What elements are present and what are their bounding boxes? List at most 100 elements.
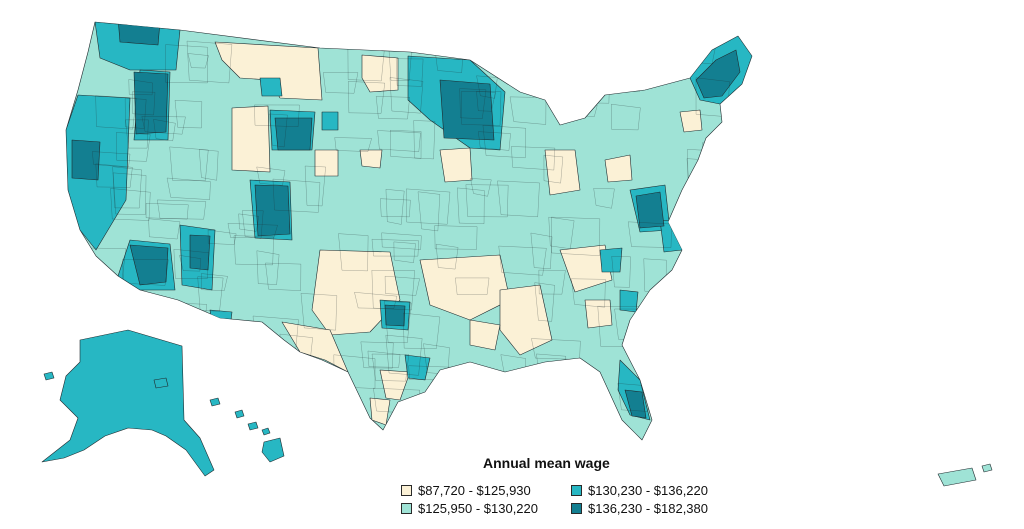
region-border-line — [199, 149, 219, 181]
region-border-line — [112, 166, 142, 209]
region-border-line — [145, 203, 189, 220]
region-border-line — [360, 341, 394, 369]
region-border-line — [384, 300, 412, 343]
legend-label-tier2: $125,950 - $130,220 — [418, 501, 538, 516]
region-border-line — [122, 259, 169, 286]
legend-swatch-tier3 — [571, 485, 582, 496]
region-border-line — [611, 104, 641, 131]
legend-swatch-tier4 — [571, 503, 582, 514]
alaska-shape — [41, 329, 215, 477]
region-border-line — [587, 45, 631, 72]
low-wage-region — [281, 321, 349, 373]
region-border-line — [377, 130, 421, 152]
low-wage-region — [314, 149, 339, 177]
region-border-line — [334, 137, 372, 152]
alaska-islands — [43, 371, 221, 407]
region-border-line — [393, 241, 416, 263]
region-border-line — [354, 292, 398, 309]
region-border-line — [179, 255, 202, 272]
high-wage-region — [274, 117, 313, 151]
region-border-line — [530, 232, 553, 270]
low-wage-region — [231, 105, 271, 173]
region-border-line — [95, 95, 137, 130]
region-border-line — [470, 178, 492, 197]
region-border-line — [461, 91, 502, 126]
low-wage-region — [604, 154, 633, 183]
region-border-line — [459, 88, 487, 119]
region-border-line — [197, 276, 224, 312]
low-wage-region — [469, 319, 501, 351]
region-border-line — [300, 293, 338, 331]
region-border-line — [413, 120, 436, 160]
region-border-line — [256, 374, 295, 417]
region-border-line — [92, 151, 131, 168]
region-border-line — [627, 221, 672, 248]
region-border-line — [207, 229, 237, 245]
region-border-line — [505, 40, 540, 66]
region-border-line — [187, 53, 209, 69]
region-border-line — [623, 51, 643, 92]
legend-label-tier4: $136,230 - $182,380 — [588, 501, 708, 516]
region-border-line — [188, 326, 226, 358]
region-border-line — [272, 178, 321, 213]
region-border-line — [227, 223, 278, 238]
region-border-line — [304, 165, 326, 207]
region-border-line — [406, 188, 451, 225]
mid-high-wage-region — [321, 111, 339, 131]
region-border-line — [707, 226, 738, 247]
high-wage-region — [117, 22, 161, 46]
low-wage-region — [419, 254, 511, 321]
region-border-line — [338, 233, 369, 272]
region-border-line — [169, 146, 209, 181]
region-border-line — [256, 250, 280, 285]
region-border-line — [428, 396, 468, 434]
region-border-line — [380, 198, 411, 218]
high-wage-region — [71, 139, 101, 181]
region-border-line — [457, 187, 485, 224]
region-border-line — [189, 317, 232, 351]
legend-item-tier4: $136,230 - $182,380 — [571, 501, 708, 516]
region-border-line — [256, 166, 286, 186]
region-border-line — [141, 116, 186, 135]
legend-title: Annual mean wage — [483, 455, 610, 471]
region-border-line — [508, 40, 533, 73]
region-border-line — [646, 56, 687, 77]
region-border-line — [242, 210, 264, 239]
region-border-line — [186, 40, 233, 84]
region-border-line — [455, 277, 490, 295]
region-border-line — [538, 269, 566, 295]
region-border-line — [478, 131, 511, 151]
region-border-line — [661, 310, 685, 333]
region-border-line — [128, 79, 153, 96]
region-border-line — [465, 184, 509, 218]
region-border-line — [254, 104, 300, 127]
region-border-line — [381, 232, 422, 250]
region-border-line — [543, 154, 564, 184]
high-wage-region — [129, 244, 169, 286]
region-border-line — [132, 91, 156, 116]
region-border-line — [551, 216, 601, 256]
region-border-line — [148, 218, 181, 240]
low-wage-region — [544, 149, 581, 196]
region-border-line — [476, 75, 498, 99]
legend-item-tier3: $130,230 - $136,220 — [571, 483, 708, 498]
region-border-line — [435, 243, 459, 270]
mid-high-wage-region — [259, 77, 283, 97]
mid-high-wage-region — [599, 247, 623, 273]
region-border-line — [375, 96, 410, 120]
region-border-line — [434, 225, 478, 250]
region-border-line — [705, 393, 732, 410]
low-wage-region — [679, 109, 703, 133]
legend-swatch-tier1 — [401, 485, 412, 496]
region-border-line — [417, 191, 441, 232]
region-border-line — [617, 383, 649, 412]
legend-label-tier3: $130,230 - $136,220 — [588, 483, 708, 498]
legend-item-tier1: $87,720 - $125,930 — [401, 483, 531, 498]
legend-swatch-tier2 — [401, 503, 412, 514]
region-border-line — [323, 72, 359, 94]
region-border-line — [593, 188, 615, 209]
region-border-line — [482, 125, 526, 159]
region-border-line — [385, 334, 423, 376]
high-wage-region — [695, 49, 741, 99]
